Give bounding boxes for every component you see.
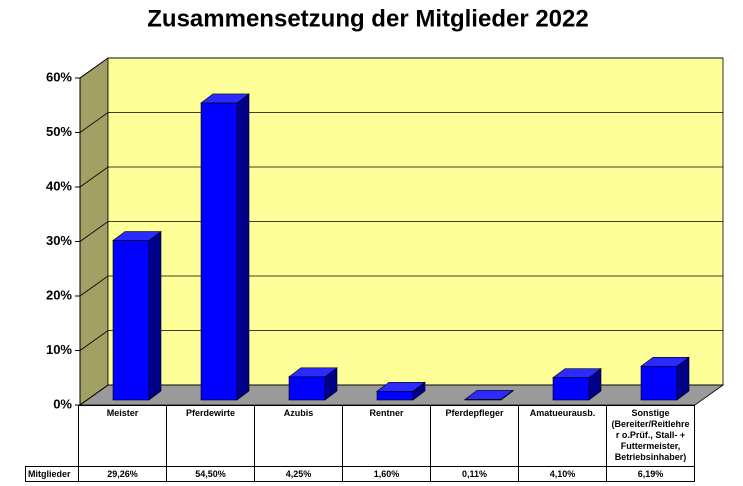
y-tick-label: 10% bbox=[46, 342, 72, 357]
y-tick-label: 60% bbox=[46, 69, 72, 84]
chart-title: Zusammensetzung der Mitglieder 2022 bbox=[147, 5, 588, 32]
bar-side bbox=[236, 93, 250, 401]
grid-line bbox=[79, 221, 723, 242]
value-label: 29,26% bbox=[78, 466, 167, 482]
y-tick-label: 40% bbox=[46, 178, 72, 193]
value-label: 54,50% bbox=[166, 466, 255, 482]
bar-front bbox=[552, 377, 590, 401]
x-tick-label: Pferdewirte bbox=[166, 405, 255, 467]
bar-front bbox=[288, 376, 326, 401]
x-tick-label: Amatueurausb. bbox=[518, 405, 607, 467]
y-tick-label: 30% bbox=[46, 233, 72, 248]
x-tick-label: Sonstige (Bereiter/Reitlehrer o.Prüf., S… bbox=[606, 405, 695, 467]
grid-line bbox=[79, 384, 723, 406]
grid-line bbox=[79, 57, 723, 79]
value-label: 0,11% bbox=[430, 466, 519, 482]
bar-front bbox=[112, 240, 150, 401]
grid-line bbox=[79, 275, 723, 297]
y-tick-label: 20% bbox=[46, 287, 72, 302]
x-tick-label: Meister bbox=[78, 405, 167, 467]
grid-line bbox=[79, 330, 723, 351]
y-tick-label: 50% bbox=[46, 124, 72, 139]
y-tick-label: 0% bbox=[53, 396, 72, 411]
x-tick-label: Rentner bbox=[342, 405, 431, 467]
bar-side bbox=[148, 230, 162, 401]
value-label: 6,19% bbox=[606, 466, 695, 482]
value-label: 4,10% bbox=[518, 466, 607, 482]
grid-line bbox=[79, 166, 723, 188]
bar-front bbox=[640, 365, 678, 401]
x-tick-label: Pferdepfleger bbox=[430, 405, 519, 467]
value-label: 4,25% bbox=[254, 466, 343, 482]
x-tick-label: Azubis bbox=[254, 405, 343, 467]
bar-front bbox=[464, 399, 502, 401]
bar-front bbox=[200, 102, 238, 401]
value-label: 1,60% bbox=[342, 466, 431, 482]
legend-entry: Mitglieder bbox=[25, 466, 79, 482]
bar-front bbox=[376, 390, 414, 401]
grid-line bbox=[79, 112, 723, 133]
